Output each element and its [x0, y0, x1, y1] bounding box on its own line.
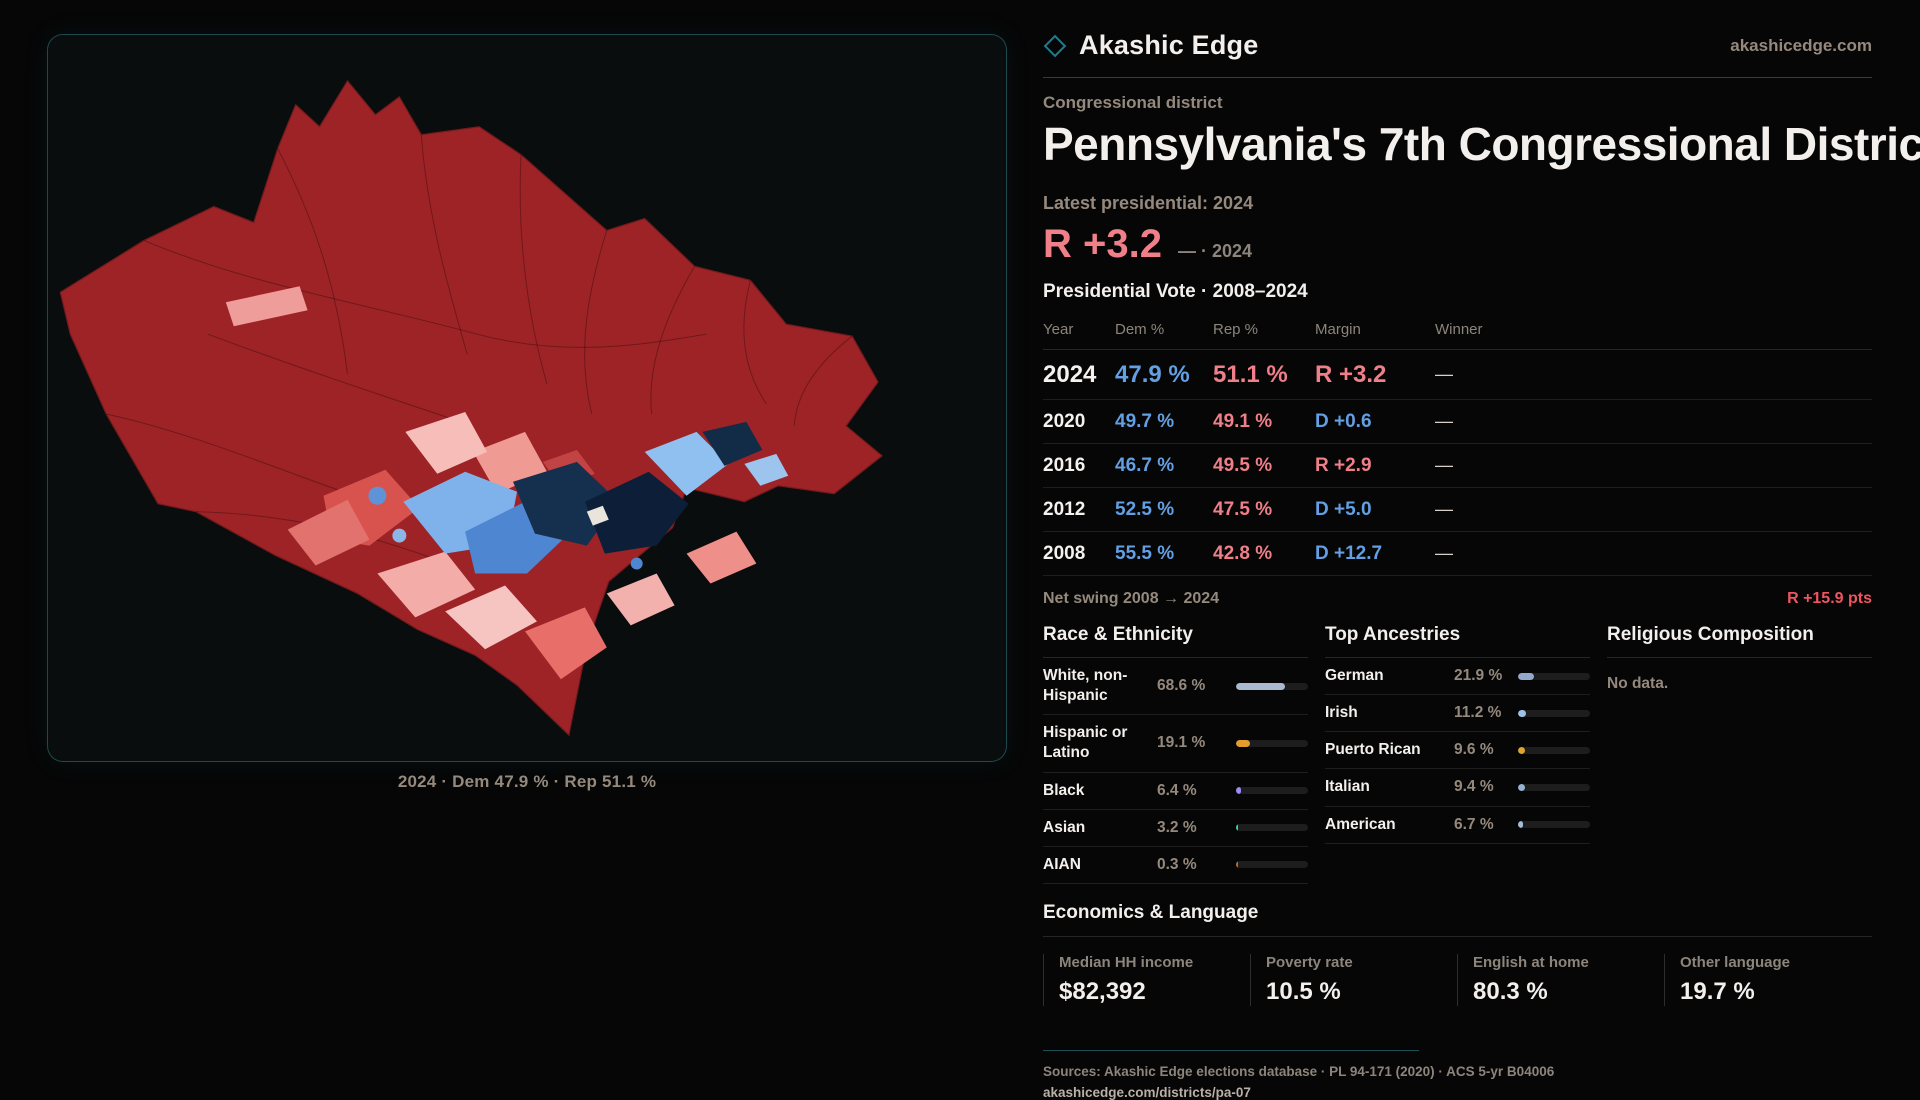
- kicker: Congressional district: [1043, 93, 1223, 112]
- religion-empty-state: No data.: [1607, 675, 1669, 692]
- stat-bar: [1236, 861, 1308, 869]
- stat-bar: [1518, 783, 1590, 791]
- rep-share: 51.1 %: [1213, 360, 1288, 388]
- list-item: German 21.9 %: [1325, 658, 1590, 696]
- year: 2024: [1043, 360, 1097, 388]
- brand-name: Akashic Edge: [1079, 30, 1259, 60]
- district-url-link[interactable]: akashicedge.com/districts/pa-07: [1043, 1084, 1251, 1100]
- brand: Akashic Edge: [1043, 30, 1258, 61]
- margin: D +0.6: [1315, 410, 1372, 432]
- stat-block: Median HH income $82,392: [1043, 953, 1250, 1006]
- stat-block: English at home 80.3 %: [1457, 953, 1664, 1006]
- sources-text: Sources: Akashic Edge elections database…: [1043, 1063, 1555, 1079]
- diamond-logo-icon: [1043, 34, 1067, 57]
- margin: R +2.9: [1315, 454, 1372, 476]
- dem-share: 47.9 %: [1115, 360, 1190, 388]
- dem-share: 46.7 %: [1115, 454, 1175, 476]
- stat-bar: [1236, 739, 1308, 747]
- year: 2008: [1043, 542, 1086, 564]
- map-urban-cluster: [368, 421, 789, 574]
- winner: —: [1435, 543, 1453, 563]
- rep-share: 49.1 %: [1213, 410, 1273, 432]
- stat-bar: [1518, 709, 1590, 717]
- col-year: Year: [1043, 321, 1074, 338]
- map-caption: 2024 · Dem 47.9 % · Rep 51.1 %: [397, 772, 657, 791]
- headline-margin: R +3.2: [1043, 222, 1162, 266]
- map-light-precinct: [225, 286, 308, 327]
- footer: Sources: Akashic Edge elections database…: [1043, 1049, 1872, 1100]
- net-swing-value: R +15.9 pts: [1787, 590, 1872, 607]
- list-item: Black 6.4 %: [1043, 773, 1308, 810]
- page-title: Pennsylvania's 7th Congressional Distric…: [1043, 118, 1920, 170]
- district-map-panel: [47, 34, 1007, 762]
- list-item: Hispanic or Latino 19.1 %: [1043, 715, 1308, 773]
- religion-section: Religious Composition No data.: [1607, 624, 1872, 884]
- race-title: Race & Ethnicity: [1043, 624, 1308, 658]
- list-item: Irish 11.2 %: [1325, 695, 1590, 733]
- stat-bar: [1518, 746, 1590, 754]
- rep-share: 47.5 %: [1213, 498, 1273, 520]
- list-item: AIAN 0.3 %: [1043, 847, 1308, 884]
- dem-share: 55.5 %: [1115, 542, 1175, 564]
- economics-section: Economics & Language Median HH income $8…: [1043, 902, 1872, 1006]
- col-margin: Margin: [1315, 321, 1361, 338]
- dem-share: 52.5 %: [1115, 498, 1175, 520]
- winner: —: [1435, 364, 1453, 384]
- stat-bar: [1518, 821, 1590, 829]
- race-ethnicity-section: Race & Ethnicity White, non-Hispanic 68.…: [1043, 624, 1308, 884]
- net-swing-label: Net swing 2008 → 2024: [1043, 590, 1220, 607]
- winner: —: [1435, 411, 1453, 431]
- table-row: 2016 46.7 % 49.5 % R +2.9 —: [1043, 444, 1872, 488]
- table-row: 2008 55.5 % 42.8 % D +12.7 —: [1043, 532, 1872, 576]
- stat-bar: [1236, 824, 1308, 832]
- stat-block: Other language 19.7 %: [1664, 953, 1871, 1006]
- margin: D +5.0: [1315, 498, 1372, 520]
- vote-table-title: Presidential Vote · 2008–2024: [1043, 281, 1308, 302]
- ancestries-title: Top Ancestries: [1325, 624, 1590, 658]
- header: Akashic Edge akashicedge.com: [1043, 30, 1872, 78]
- year: 2016: [1043, 454, 1086, 476]
- col-rep: Rep %: [1213, 321, 1259, 338]
- stat-bar: [1236, 682, 1308, 690]
- year: 2020: [1043, 410, 1086, 432]
- headline-margin-row: R +3.2 — · 2024: [1043, 222, 1872, 267]
- winner: —: [1435, 455, 1453, 475]
- margin: R +3.2: [1315, 360, 1387, 388]
- table-row: 2024 47.9 % 51.1 % R +3.2 —: [1043, 350, 1872, 400]
- year: 2012: [1043, 498, 1086, 520]
- list-item: Puerto Rican 9.6 %: [1325, 732, 1590, 770]
- site-link[interactable]: akashicedge.com: [1730, 35, 1872, 55]
- economics-stats: Median HH income $82,392 Poverty rate 10…: [1043, 953, 1872, 1006]
- headline-note: — · 2024: [1177, 241, 1253, 261]
- district-map: [59, 79, 883, 737]
- net-swing-row: Net swing 2008 → 2024 R +15.9 pts: [1043, 590, 1872, 608]
- stat-bar: [1236, 787, 1308, 795]
- stat-block: Poverty rate 10.5 %: [1250, 953, 1457, 1006]
- winner: —: [1435, 499, 1453, 519]
- list-item: Asian 3.2 %: [1043, 810, 1308, 847]
- religion-title: Religious Composition: [1607, 624, 1872, 658]
- stat-bar: [1518, 672, 1590, 680]
- demographic-sections: Race & Ethnicity White, non-Hispanic 68.…: [1043, 624, 1872, 884]
- footer-divider: [1043, 1049, 1419, 1051]
- map-district-body: [59, 79, 883, 737]
- col-winner: Winner: [1435, 321, 1483, 338]
- report-panel: Akashic Edge akashicedge.com Congression…: [1043, 30, 1920, 1100]
- economics-title: Economics & Language: [1043, 902, 1872, 937]
- col-dem: Dem %: [1115, 321, 1165, 338]
- margin: D +12.7: [1315, 542, 1383, 564]
- ancestries-section: Top Ancestries German 21.9 % Irish 11.2 …: [1325, 624, 1590, 884]
- latest-label: Latest presidential: 2024: [1043, 193, 1254, 213]
- rep-share: 49.5 %: [1213, 454, 1273, 476]
- table-row: 2020 49.7 % 49.1 % D +0.6 —: [1043, 400, 1872, 444]
- list-item: Italian 9.4 %: [1325, 769, 1590, 807]
- dem-share: 49.7 %: [1115, 410, 1175, 432]
- table-row: 2012 52.5 % 47.5 % D +5.0 —: [1043, 488, 1872, 532]
- list-item: American 6.7 %: [1325, 807, 1590, 844]
- vote-table: Year Dem % Rep % Margin Winner 2024 47.9…: [1043, 311, 1872, 576]
- rep-share: 42.8 %: [1213, 542, 1273, 564]
- list-item: White, non-Hispanic 68.6 %: [1043, 658, 1308, 716]
- vote-table-header: Year Dem % Rep % Margin Winner: [1043, 311, 1872, 350]
